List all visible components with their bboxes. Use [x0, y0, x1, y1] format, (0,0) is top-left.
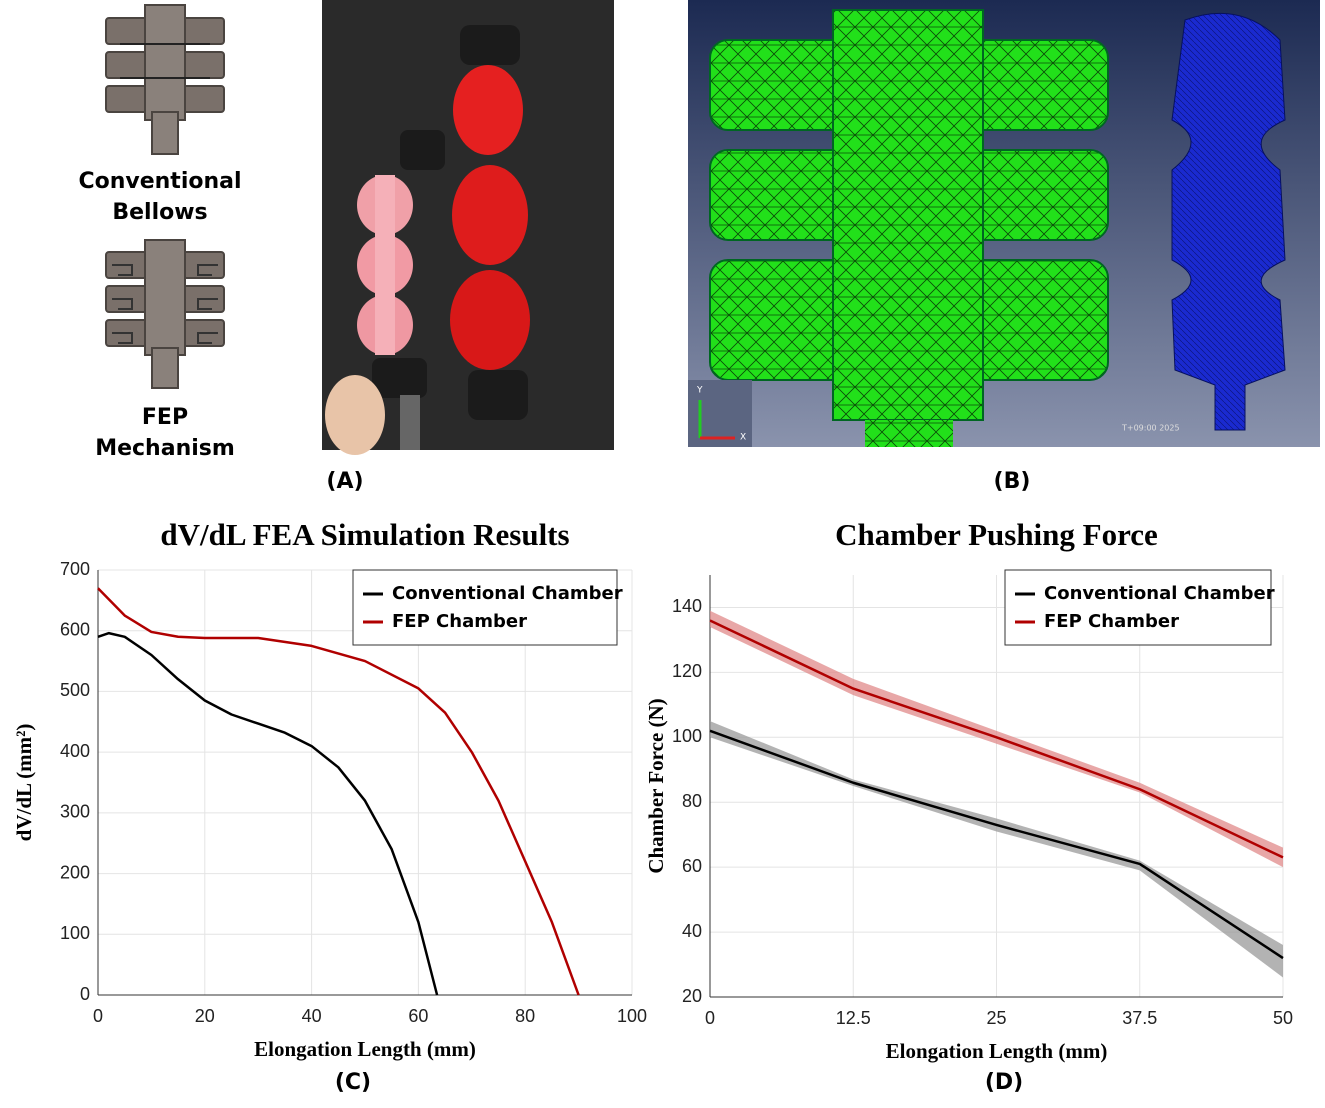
photo — [322, 0, 614, 455]
y-tick-label: 100 — [60, 923, 90, 943]
x-tick-label: 50 — [1273, 1008, 1293, 1028]
x-tick-label: 40 — [302, 1006, 322, 1026]
y-tick-label: 600 — [60, 619, 90, 639]
line-series — [98, 633, 437, 995]
x-tick-label: 0 — [93, 1006, 103, 1026]
y-axis-label: Chamber Force (N) — [644, 698, 668, 873]
y-axis-label: dV/dL (mm²) — [12, 724, 36, 842]
y-tick-label: 300 — [60, 802, 90, 822]
y-tick-label: 40 — [682, 921, 702, 941]
bellows-schematic — [106, 5, 224, 154]
legend-box — [353, 570, 617, 645]
x-tick-label: 25 — [986, 1008, 1006, 1028]
figure: ConventionalBellows FEPMechanism (A) — [0, 0, 1325, 1104]
legend-label: Conventional Chamber — [1044, 583, 1275, 604]
y-tick-label: 200 — [60, 862, 90, 882]
y-tick-label: 20 — [682, 986, 702, 1006]
y-tick-label: 100 — [672, 726, 702, 746]
timestamp: T+09:00 2025 — [1121, 424, 1180, 433]
y-tick-label: 0 — [80, 984, 90, 1004]
x-tick-label: 0 — [705, 1008, 715, 1028]
panel-label: (C) — [335, 1070, 371, 1095]
x-axis-label: Elongation Length (mm) — [886, 1039, 1108, 1063]
x-tick-label: 100 — [617, 1006, 647, 1026]
axis-triad-label: X — [740, 433, 746, 443]
panel-label: (B) — [994, 469, 1031, 494]
x-tick-label: 20 — [195, 1006, 215, 1026]
legend-label: FEP Chamber — [392, 611, 527, 632]
y-tick-label: 500 — [60, 680, 90, 700]
x-tick-label: 80 — [515, 1006, 535, 1026]
y-tick-label: 80 — [682, 791, 702, 811]
legend-label: Conventional Chamber — [392, 583, 623, 604]
panel-label: (A) — [326, 469, 363, 494]
fep-schematic — [106, 240, 224, 388]
x-axis-label: Elongation Length (mm) — [254, 1037, 476, 1061]
legend-label: FEP Chamber — [1044, 611, 1179, 632]
y-tick-label: 400 — [60, 741, 90, 761]
x-tick-label: 37.5 — [1122, 1008, 1157, 1028]
panel-label: (D) — [985, 1070, 1023, 1095]
chart-title: Chamber Pushing Force — [835, 517, 1158, 552]
legend-box — [1005, 570, 1271, 645]
y-tick-label: 700 — [60, 559, 90, 579]
x-tick-label: 60 — [408, 1006, 428, 1026]
axis-triad-label: Y — [696, 386, 703, 396]
fea-render — [688, 0, 1320, 447]
chart-title: dV/dL FEA Simulation Results — [160, 517, 569, 552]
x-tick-label: 12.5 — [836, 1008, 871, 1028]
y-tick-label: 120 — [672, 661, 702, 681]
y-tick-label: 140 — [672, 596, 702, 616]
y-tick-label: 60 — [682, 856, 702, 876]
